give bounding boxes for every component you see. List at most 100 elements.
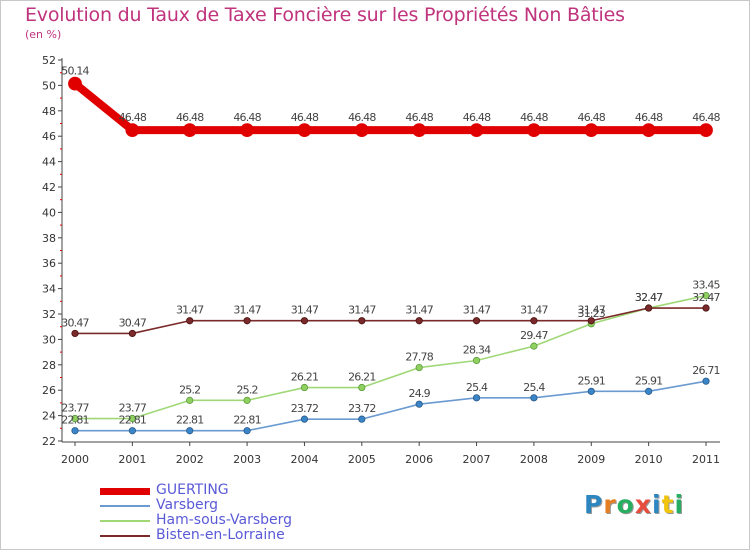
data-label-bisten-en-lorraine: 31.47 bbox=[291, 304, 319, 317]
data-label-ham-sous-varsberg: 32.47 bbox=[635, 291, 663, 304]
x-tick-label: 2003 bbox=[233, 453, 261, 466]
y-tick-label: 22 bbox=[42, 435, 56, 448]
data-point-ham-sous-varsberg bbox=[702, 291, 710, 300]
data-point-guerting bbox=[469, 123, 484, 138]
data-point-bisten-en-lorraine bbox=[645, 304, 653, 312]
y-tick-label: 40 bbox=[42, 206, 56, 219]
data-point-varsberg bbox=[587, 387, 595, 395]
data-point-varsberg bbox=[530, 394, 538, 402]
data-point-guerting bbox=[240, 123, 254, 138]
y-tick-label: 30 bbox=[42, 333, 56, 346]
legend-swatch-bisten-en-lorraine bbox=[100, 535, 150, 537]
logo-letter: i bbox=[674, 490, 685, 519]
data-label-ham-sous-varsberg: 29.47 bbox=[520, 329, 548, 342]
data-label-ham-sous-varsberg: 25.2 bbox=[236, 383, 257, 396]
legend-swatch-varsberg bbox=[100, 505, 150, 507]
data-point-varsberg bbox=[243, 427, 251, 435]
x-tick-label: 2008 bbox=[520, 453, 548, 466]
chart-title: Evolution du Taux de Taxe Foncière sur l… bbox=[25, 4, 625, 26]
data-label-varsberg: 22.81 bbox=[176, 414, 204, 427]
data-point-ham-sous-varsberg bbox=[358, 383, 366, 392]
x-tick-label: 2002 bbox=[176, 453, 204, 466]
data-label-bisten-en-lorraine: 31.47 bbox=[463, 304, 491, 317]
data-point-varsberg bbox=[472, 394, 481, 402]
logo-letter: x bbox=[634, 490, 652, 519]
y-tick-label: 32 bbox=[42, 308, 56, 321]
data-point-bisten-en-lorraine bbox=[186, 317, 194, 325]
y-tick-label: 26 bbox=[42, 384, 56, 397]
data-label-bisten-en-lorraine: 31.47 bbox=[520, 304, 548, 317]
data-point-bisten-en-lorraine bbox=[702, 304, 710, 312]
logo-letter: i bbox=[652, 490, 662, 519]
y-tick-label: 36 bbox=[42, 257, 56, 270]
series-line-bisten-en-lorraine bbox=[74, 307, 707, 335]
data-label-bisten-en-lorraine: 31.47 bbox=[578, 304, 606, 317]
data-label-varsberg: 25.4 bbox=[523, 381, 545, 394]
x-tick-label: 2007 bbox=[463, 453, 491, 466]
data-label-varsberg: 23.72 bbox=[291, 402, 319, 415]
data-point-varsberg bbox=[71, 427, 79, 435]
legend-swatch-guerting bbox=[100, 488, 150, 495]
data-label-ham-sous-varsberg: 23.77 bbox=[61, 402, 89, 415]
data-label-varsberg: 25.4 bbox=[466, 381, 488, 394]
series-line-ham-sous-varsberg bbox=[74, 294, 707, 420]
data-label-bisten-en-lorraine: 31.47 bbox=[176, 304, 204, 317]
x-tick-label: 2011 bbox=[692, 453, 720, 466]
legend-label-bisten-en-lorraine: Bisten-en-Lorraine bbox=[156, 527, 285, 543]
data-label-ham-sous-varsberg: 26.21 bbox=[348, 371, 376, 384]
data-label-varsberg: 26.71 bbox=[692, 364, 720, 377]
data-point-bisten-en-lorraine bbox=[128, 329, 136, 338]
data-point-ham-sous-varsberg bbox=[71, 414, 79, 423]
legend-swatch-ham-sous-varsberg bbox=[100, 520, 150, 522]
data-point-ham-sous-varsberg bbox=[472, 356, 481, 365]
data-label-guerting: 46.48 bbox=[176, 111, 204, 124]
x-tick-label: 2010 bbox=[635, 453, 663, 466]
series-line-varsberg bbox=[74, 380, 707, 432]
data-point-varsberg bbox=[702, 377, 710, 385]
unit-label: (en %) bbox=[25, 28, 62, 41]
y-tick-label: 50 bbox=[42, 79, 56, 92]
data-point-guerting bbox=[125, 123, 140, 138]
data-point-varsberg bbox=[415, 400, 423, 408]
data-point-bisten-en-lorraine bbox=[71, 329, 79, 338]
data-point-guerting bbox=[699, 123, 713, 138]
data-point-bisten-en-lorraine bbox=[530, 317, 538, 325]
x-tick-label: 2009 bbox=[577, 453, 605, 466]
data-label-varsberg: 24.9 bbox=[409, 387, 431, 400]
data-label-guerting: 46.48 bbox=[692, 111, 720, 124]
data-label-varsberg: 22.81 bbox=[233, 414, 261, 427]
data-point-guerting bbox=[412, 123, 427, 138]
data-label-ham-sous-varsberg: 33.45 bbox=[692, 279, 720, 292]
y-tick-label: 24 bbox=[42, 410, 56, 423]
y-tick-label: 42 bbox=[42, 181, 56, 194]
x-tick-label: 2006 bbox=[405, 453, 433, 466]
proxiti-logo: Proxiti bbox=[584, 490, 684, 519]
data-point-bisten-en-lorraine bbox=[472, 317, 481, 325]
data-label-bisten-en-lorraine: 30.47 bbox=[119, 316, 147, 329]
data-label-ham-sous-varsberg: 23.77 bbox=[119, 402, 147, 415]
x-tick-label: 2005 bbox=[348, 453, 376, 466]
legend-label-ham-sous-varsberg: Ham-sous-Varsberg bbox=[156, 512, 293, 528]
data-point-guerting bbox=[527, 123, 541, 138]
data-point-bisten-en-lorraine bbox=[415, 317, 423, 325]
series-layer bbox=[68, 76, 713, 435]
data-label-guerting: 46.48 bbox=[405, 111, 433, 124]
data-label-bisten-en-lorraine: 32.47 bbox=[692, 291, 720, 304]
data-point-guerting bbox=[354, 123, 369, 138]
logo-letter: o bbox=[616, 490, 635, 519]
data-label-guerting: 46.48 bbox=[463, 111, 491, 124]
data-point-guerting bbox=[641, 123, 656, 138]
data-point-ham-sous-varsberg bbox=[415, 363, 423, 372]
logo-letter: r bbox=[603, 490, 617, 519]
data-point-varsberg bbox=[186, 427, 194, 435]
data-label-bisten-en-lorraine: 30.47 bbox=[61, 316, 89, 329]
data-point-ham-sous-varsberg bbox=[186, 396, 194, 404]
x-tick-label: 2004 bbox=[290, 453, 318, 466]
data-point-bisten-en-lorraine bbox=[587, 317, 595, 325]
data-point-ham-sous-varsberg bbox=[300, 383, 309, 392]
data-label-ham-sous-varsberg: 31.23 bbox=[578, 307, 606, 320]
y-tick-label: 52 bbox=[42, 54, 56, 67]
data-point-ham-sous-varsberg bbox=[530, 342, 538, 350]
data-label-ham-sous-varsberg: 28.34 bbox=[463, 343, 491, 356]
